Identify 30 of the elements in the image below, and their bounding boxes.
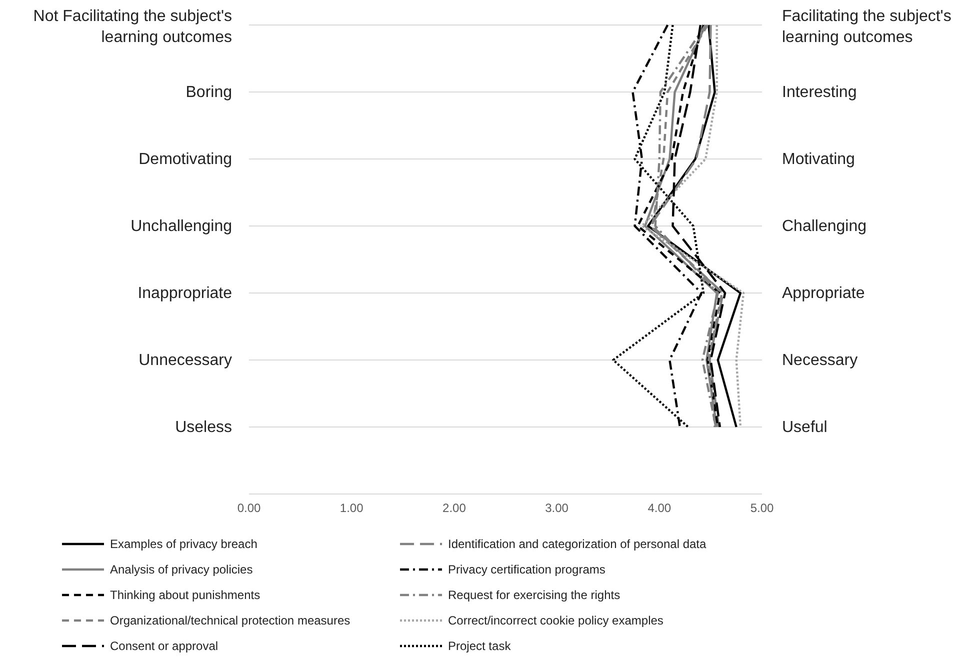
- y-tick-label: Demotivating: [138, 151, 232, 168]
- y2-tick-label: Appropriate: [782, 285, 865, 302]
- legend-label: Thinking about punishments: [110, 588, 260, 602]
- y2-tick-label: Motivating: [782, 151, 855, 168]
- legend-label: Analysis of privacy policies: [110, 562, 253, 576]
- x-tick-label: 3.00: [545, 501, 569, 515]
- legend-label: Organizational/technical protection measures: [110, 614, 350, 628]
- y2-tick-label: Challenging: [782, 218, 867, 235]
- x-tick-label: 1.00: [340, 501, 364, 515]
- y2-tick-label: Useful: [782, 419, 828, 436]
- y2-tick-label: Interesting: [782, 84, 857, 101]
- legend-label: Request for exercising the rights: [448, 588, 620, 602]
- legend-label: Correct/incorrect cookie policy examples: [448, 614, 664, 628]
- y-tick-label: Unchallenging: [130, 218, 232, 235]
- y-tick-label: Useless: [175, 419, 232, 436]
- legend-label: Examples of privacy breach: [110, 537, 258, 551]
- y2-tick-label: Facilitating the subject's learning outcomes: [782, 8, 952, 46]
- legend-label: Identification and categorization of personal data: [448, 537, 706, 551]
- x-tick-label: 5.00: [750, 501, 774, 515]
- y-tick-label: Boring: [186, 84, 232, 101]
- legend-label: Privacy certification programs: [448, 562, 606, 576]
- legend-label: Consent or approval: [110, 639, 218, 653]
- x-tick-label: 0.00: [237, 501, 261, 515]
- y2-tick-label: Necessary: [782, 352, 858, 369]
- legend-label: Project task: [448, 639, 512, 653]
- x-tick-label: 4.00: [648, 501, 672, 515]
- y-tick-label: Inappropriate: [138, 285, 232, 302]
- y-tick-label: Not Facilitating the subject's learning outcomes: [33, 8, 232, 46]
- x-tick-label: 2.00: [442, 501, 466, 515]
- y-tick-label: Unnecessary: [138, 352, 232, 369]
